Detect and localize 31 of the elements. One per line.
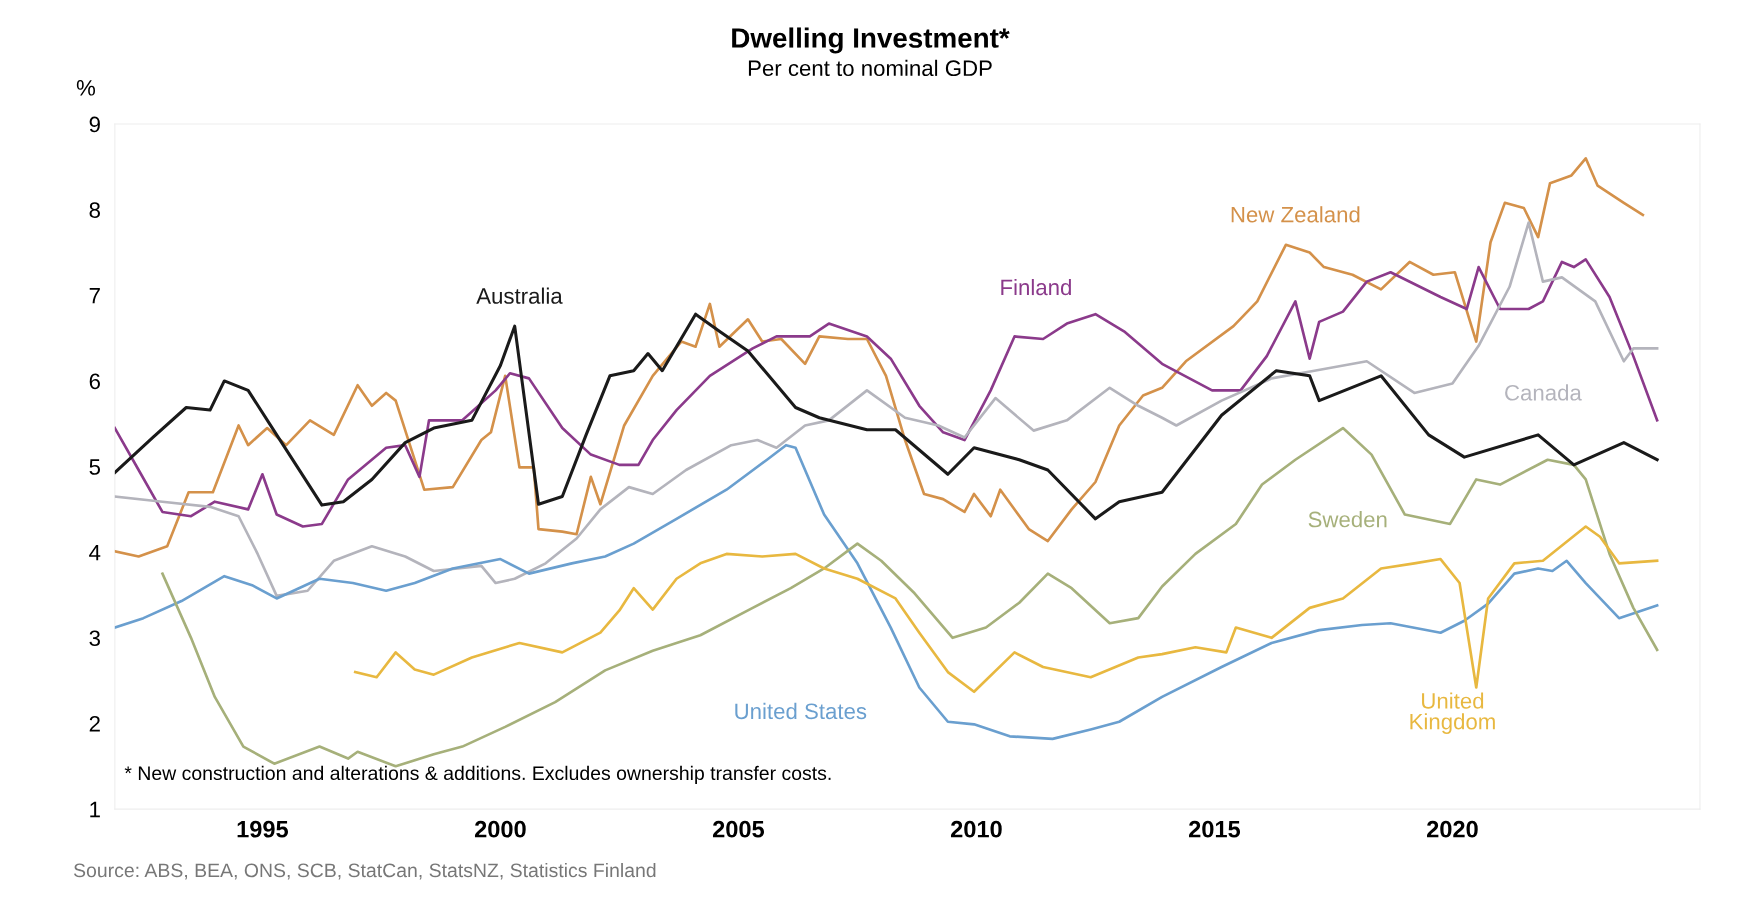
annotation: * New construction and alterations & additions. Excludes ownership transfer costs. — [124, 765, 831, 784]
y-tick-label: 2 — [89, 716, 100, 732]
series-label: Australia — [476, 287, 563, 304]
source-note: Source: ABS, BEA, ONS, SCB, StatCan, StatsNZ, Statistics Finland — [73, 862, 656, 880]
x-tick-label: 2010 — [950, 820, 1002, 838]
series-label: Sweden — [1308, 511, 1387, 528]
x-tick-label: 2000 — [474, 820, 526, 838]
y-tick-label: 6 — [89, 373, 100, 390]
y-tick-label: 5 — [89, 459, 101, 475]
x-tick-label: 2015 — [1189, 820, 1241, 838]
series-label: Canada — [1505, 384, 1582, 401]
y-axis-title: % — [76, 80, 96, 96]
series-label: New Zealand — [1231, 206, 1360, 223]
series-label: Finland — [1001, 278, 1071, 296]
line-series — [114, 258, 1659, 528]
chart-subtitle: Per cent to nominal GDP — [748, 59, 992, 77]
x-tick-label: 2005 — [712, 820, 765, 838]
y-tick-label: 3 — [89, 630, 100, 647]
text: United States — [735, 702, 867, 720]
x-tick-label: 1995 — [237, 820, 289, 838]
y-tick-label: 4 — [89, 544, 101, 561]
x-tick-label: 2020 — [1427, 820, 1478, 838]
chart-title: Dwelling Investment* — [732, 27, 1010, 54]
line-series — [114, 221, 1659, 598]
y-tick-label: 8 — [89, 202, 100, 218]
y-tick-label: 7 — [89, 288, 100, 304]
y-tick-label: 1 — [90, 801, 100, 818]
line-series — [114, 443, 1659, 741]
line-series — [114, 156, 1645, 558]
series-label: United Kingdom — [1410, 692, 1495, 734]
y-tick-label: 9 — [89, 116, 100, 133]
